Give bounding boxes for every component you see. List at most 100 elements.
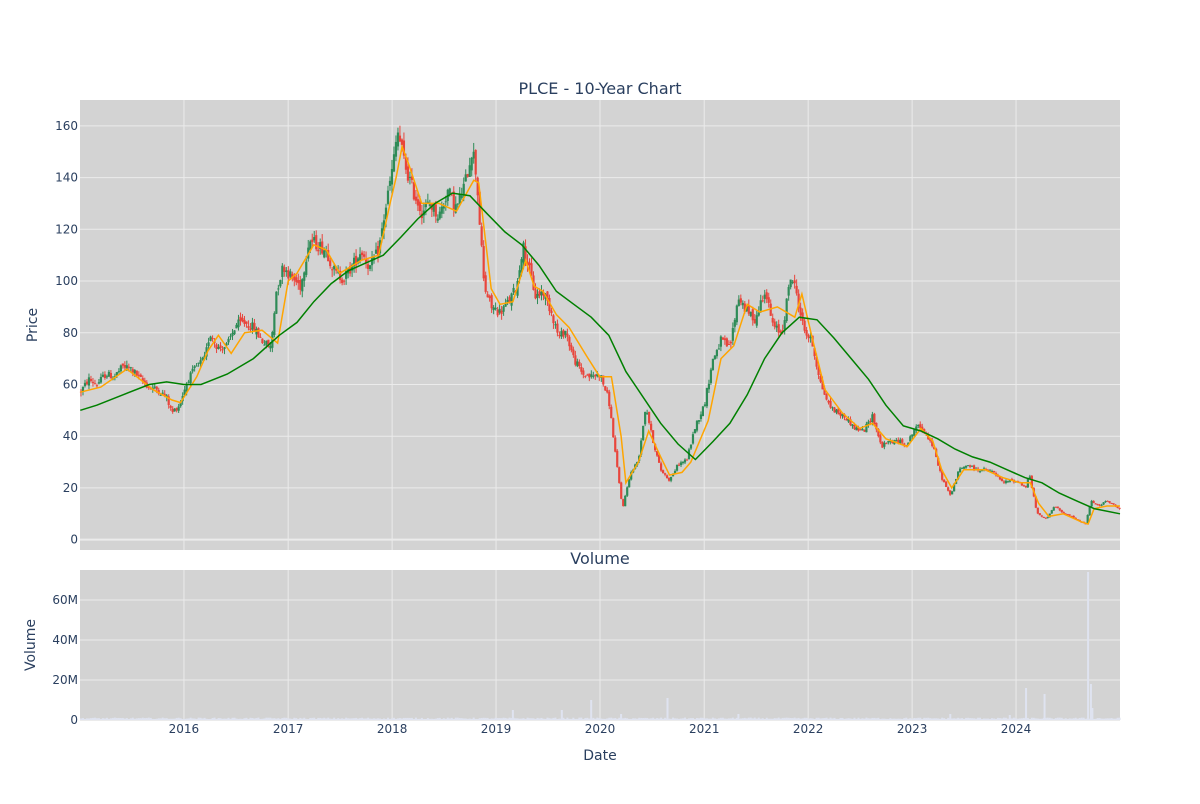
candle-down [1074,517,1077,520]
volume-bar [251,717,254,720]
candle-up [540,291,543,296]
volume-bar [418,718,421,720]
volume-bar [498,718,501,720]
volume-bar [1000,718,1003,720]
x-tick-label: 2023 [897,722,928,736]
x-tick-labels: 2016 2017 2018 2019 2020 2021 2022 2023 2024 [169,722,1032,736]
candle-up [323,250,326,258]
volume-bar [510,718,513,720]
volume-bar [369,718,372,720]
volume-bar [831,718,834,720]
volume-bar [578,717,581,720]
volume-bar [414,717,417,720]
volume-bar [141,717,144,720]
volume-bar [1110,718,1113,720]
candle-down [821,380,824,390]
candle-down [655,451,659,456]
candle-up [695,420,699,431]
volume-bar [837,718,840,720]
volume-bar [444,718,447,720]
volume-bar [1114,718,1117,720]
volume-bar [777,717,780,720]
candle-down [480,226,483,246]
price-axis-label: Price [25,308,41,342]
grid-layer [80,100,1120,721]
candle-down [721,337,724,340]
volume-bar [155,718,158,720]
candle-up [1088,506,1091,516]
volume-bar [313,717,316,720]
candle-down [747,305,750,314]
volume-bar [1006,718,1009,720]
candle-down [1106,500,1109,502]
volume-bar [359,718,362,720]
candle-up [460,195,463,199]
candle-down [574,355,577,365]
x-tick-label: 2018 [377,722,408,736]
volume-bar [1032,717,1035,720]
candle-up [512,287,515,293]
candle-down [618,467,621,483]
volume-bar [745,718,748,720]
candle-down [879,435,882,443]
volume-bar [660,717,663,720]
volume-bar [211,717,214,720]
volume-bar [528,718,531,720]
volume-bar [805,717,808,720]
volume-bar [985,718,988,720]
candle-down [141,378,144,382]
volume-bar [173,718,176,720]
candle-up [871,414,874,423]
candle-up [179,401,182,407]
volume-bar [638,717,641,720]
volume-bar [520,718,523,720]
candle-up [195,365,198,367]
candle-down [259,336,262,338]
volume-bar [917,717,920,720]
volume-bar [853,717,856,720]
candle-down [542,292,545,296]
volume-bar [763,719,766,720]
volume-bar [347,718,350,720]
volume-bar [153,719,156,720]
candle-up [731,327,734,341]
candle-down [530,263,533,276]
volume-bar [398,718,401,720]
candle-down [219,345,222,349]
candle-down [143,380,146,384]
price-y-tick-label: 140 [55,171,78,185]
candle-up [883,442,886,447]
x-tick-label: 2019 [481,722,512,736]
volume-bar [446,717,449,720]
volume-bar [697,718,700,720]
candle-down [1010,479,1014,481]
volume-bar [478,718,481,720]
candle-up [957,471,960,480]
candle-up [757,312,760,316]
volume-bar [1043,694,1046,720]
volume-bar [1028,718,1031,720]
candle-down [901,439,904,443]
candle-up [895,440,898,442]
volume-bar [492,718,495,720]
candle-up [847,418,850,422]
candle-down [765,292,768,300]
volume-bar [1091,708,1094,720]
candle-up [1100,504,1103,506]
candle-down [550,310,553,314]
candle-down [335,269,338,271]
volume-bar [969,718,972,720]
volume-bar [289,718,292,720]
volume-bar [540,717,543,720]
candle-down [293,275,296,281]
candle-up [783,320,786,330]
volume-bar [929,718,932,720]
volume-bar [735,717,738,720]
volume-bar [773,718,776,720]
volume-bar [580,717,583,720]
volume-bar [243,718,246,720]
candle-down [1110,502,1113,504]
candle-down [739,298,742,303]
volume-bar [129,718,132,720]
candle-down [556,323,559,333]
